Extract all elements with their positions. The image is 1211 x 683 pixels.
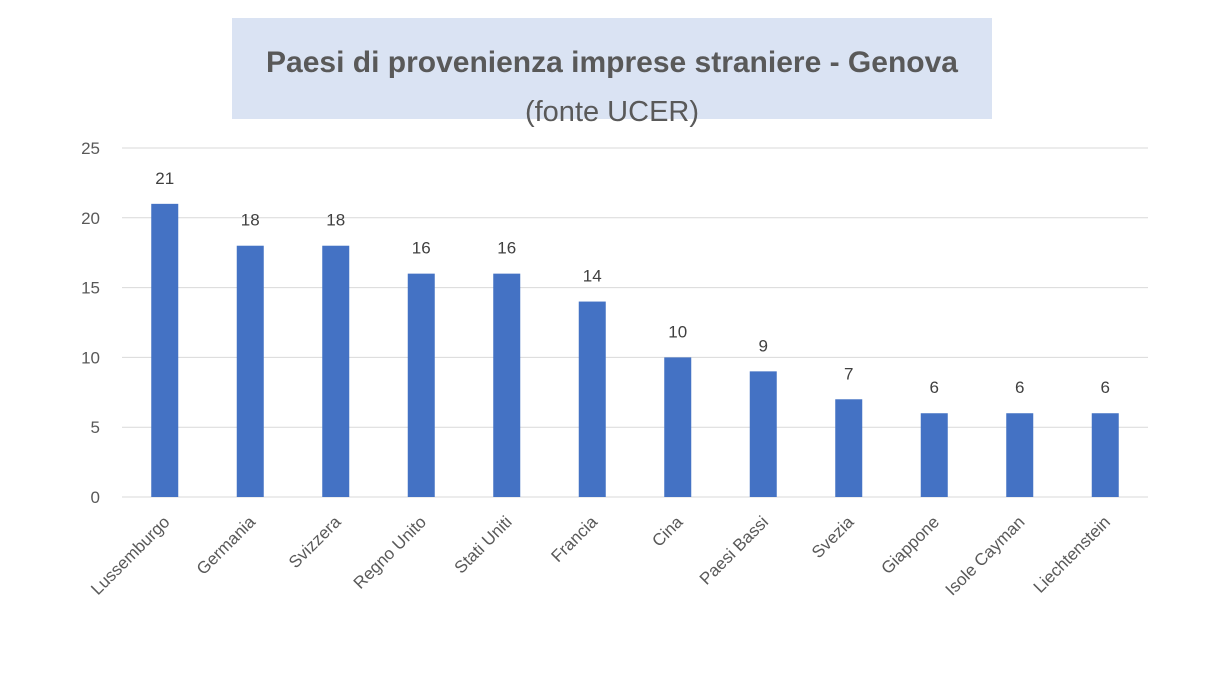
x-tick-label: Giappone: [878, 512, 944, 578]
data-label: 6: [1101, 378, 1110, 397]
data-label: 6: [930, 378, 939, 397]
data-label: 16: [412, 239, 431, 258]
y-tick-label: 15: [81, 279, 100, 298]
x-tick-label: Svezia: [808, 512, 858, 562]
y-tick-label: 20: [81, 209, 100, 228]
bar: [835, 399, 863, 497]
data-label: 21: [155, 169, 174, 188]
bars: [151, 203, 1119, 497]
bar: [664, 357, 692, 497]
chart-title-box: Paesi di provenienza imprese straniere -…: [232, 18, 992, 128]
x-tick-label: Liechtenstein: [1030, 512, 1114, 596]
y-tick-label: 5: [91, 418, 100, 437]
bar: [236, 245, 264, 497]
x-tick-label: Germania: [193, 512, 260, 579]
data-labels: 21 18 18 16 16 14 10 9 7 6 6 6: [155, 169, 1110, 397]
x-tick-label: Isole Cayman: [942, 512, 1029, 599]
data-label: 16: [497, 239, 516, 258]
bar: [407, 273, 435, 497]
data-label: 18: [241, 211, 260, 230]
x-tick-label: Lussemburgo: [87, 512, 173, 598]
bar: [322, 245, 350, 497]
y-axis-ticks: 0 5 10 15 20 25: [81, 139, 100, 507]
data-label: 14: [583, 267, 602, 286]
y-tick-label: 0: [91, 488, 100, 507]
data-label: 9: [759, 336, 768, 355]
bar: [1006, 413, 1034, 497]
data-label: 18: [326, 211, 345, 230]
data-label: 7: [844, 364, 853, 383]
data-label: 6: [1015, 378, 1024, 397]
x-tick-label: Francia: [548, 512, 602, 566]
x-tick-label: Regno Unito: [350, 512, 430, 592]
x-tick-label: Paesi Bassi: [696, 512, 772, 588]
x-axis-labels: Lussemburgo Germania Svizzera Regno Unito St…: [87, 512, 1114, 599]
x-tick-label: Cina: [648, 512, 687, 551]
bar: [1091, 413, 1119, 497]
bar: [493, 273, 521, 497]
chart-subtitle: (fonte UCER): [524, 96, 700, 128]
bar: [578, 301, 606, 497]
bar: [749, 371, 777, 497]
y-tick-label: 10: [81, 348, 100, 367]
y-tick-label: 25: [81, 139, 100, 158]
bar: [151, 203, 179, 497]
x-tick-label: Stati Uniti: [451, 512, 516, 577]
gridlines: [122, 147, 1148, 498]
data-label: 10: [668, 322, 687, 341]
x-tick-label: Svizzera: [285, 512, 345, 572]
chart-title: Paesi di provenienza imprese straniere -…: [266, 46, 958, 79]
bar: [920, 413, 948, 497]
